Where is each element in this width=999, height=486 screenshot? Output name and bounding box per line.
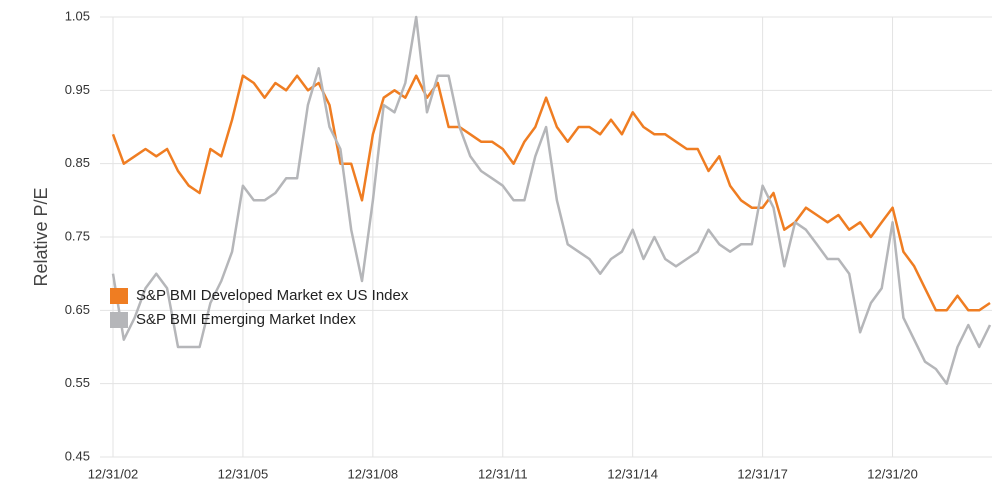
series-line — [111, 15, 992, 385]
y-tick-label: 0.45 — [65, 448, 90, 463]
x-tick-label: 12/31/05 — [218, 466, 269, 481]
y-tick-label: 0.65 — [65, 302, 90, 317]
y-tick-label: 0.85 — [65, 155, 90, 170]
legend-label: S&P BMI Emerging Market Index — [136, 311, 356, 328]
legend-swatch — [110, 288, 128, 304]
y-tick-label: 0.55 — [65, 375, 90, 390]
legend-label: S&P BMI Developed Market ex US Index — [136, 287, 409, 304]
y-axis-title: Relative P/E — [31, 187, 51, 286]
x-tick-label: 12/31/20 — [867, 466, 918, 481]
x-tick-label: 12/31/02 — [88, 466, 139, 481]
x-tick-label: 12/31/14 — [607, 466, 658, 481]
x-tick-label: 12/31/17 — [737, 466, 788, 481]
x-tick-label: 12/31/11 — [478, 466, 528, 481]
series-line — [111, 74, 991, 312]
legend-swatch — [110, 312, 128, 328]
y-tick-label: 0.75 — [65, 228, 90, 243]
y-tick-label: 1.05 — [65, 8, 90, 23]
x-tick-label: 12/31/08 — [348, 466, 399, 481]
y-tick-label: 0.95 — [65, 82, 90, 97]
